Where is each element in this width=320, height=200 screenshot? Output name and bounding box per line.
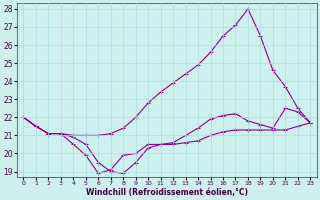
X-axis label: Windchill (Refroidissement éolien,°C): Windchill (Refroidissement éolien,°C) <box>86 188 248 197</box>
